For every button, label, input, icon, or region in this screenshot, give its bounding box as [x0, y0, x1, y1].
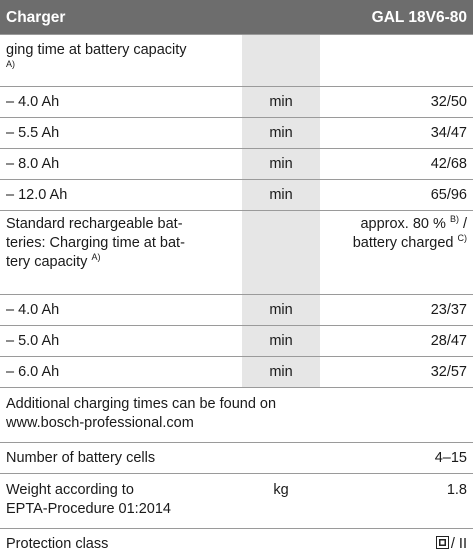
- note: A): [6, 59, 15, 69]
- line: EPTA-Procedure 01:2014: [6, 501, 171, 517]
- unit: [242, 528, 320, 559]
- value: 32/57: [320, 356, 473, 388]
- label: Weight according to EPTA-Procedure 01:201…: [0, 473, 242, 529]
- line: www.bosch-professional.com: [6, 415, 194, 431]
- unit: min: [242, 86, 320, 118]
- unit: min: [242, 294, 320, 326]
- label: – 4.0 Ah: [0, 86, 242, 118]
- unit: [242, 210, 320, 295]
- unit: min: [242, 117, 320, 149]
- row: Protection class / II: [0, 528, 473, 559]
- value: 65/96: [320, 179, 473, 211]
- unit: [242, 442, 320, 474]
- row: – 5.0 Ah min 28/47: [0, 325, 473, 357]
- unit: min: [242, 356, 320, 388]
- note: C): [457, 233, 468, 244]
- value: / II: [320, 528, 473, 559]
- value: 34/47: [320, 117, 473, 149]
- label: – 8.0 Ah: [0, 148, 242, 180]
- row: Number of battery cells 4–15: [0, 442, 473, 474]
- text: /: [462, 216, 467, 232]
- value: [320, 34, 473, 87]
- unit: kg: [242, 473, 320, 529]
- line: Standard rechargeable bat-: [6, 216, 183, 232]
- header-row: Charger GAL 18V6-80: [0, 0, 473, 35]
- label: – 4.0 Ah: [0, 294, 242, 326]
- row: – 6.0 Ah min 32/57: [0, 356, 473, 388]
- label-text: ging time at battery capacity: [6, 42, 187, 58]
- row: – 12.0 Ah min 65/96: [0, 179, 473, 211]
- value: 28/47: [320, 325, 473, 357]
- row: – 8.0 Ah min 42/68: [0, 148, 473, 180]
- unit: [242, 34, 320, 87]
- header-right: GAL 18V6-80: [320, 0, 473, 35]
- label: – 12.0 Ah: [0, 179, 242, 211]
- value: 1.8: [320, 473, 473, 529]
- line: Weight according to: [6, 482, 134, 498]
- line: Additional charging times can be found o…: [6, 396, 277, 412]
- text: battery charged: [352, 235, 454, 251]
- note: B): [449, 214, 459, 225]
- note: A): [91, 252, 101, 263]
- label: ging time at battery capacity A): [0, 34, 242, 87]
- text: approx. 80 %: [360, 216, 446, 232]
- unit: min: [242, 179, 320, 211]
- double-insulation-icon: [435, 535, 449, 549]
- row: Weight according to EPTA-Procedure 01:201…: [0, 473, 473, 529]
- header-left: Charger: [0, 0, 320, 35]
- unit: min: [242, 148, 320, 180]
- line: teries: Charging time at bat-: [6, 235, 185, 251]
- row: Standard rechargeable bat-teries: Chargi…: [0, 210, 473, 295]
- row: – 4.0 Ah min 23/37: [0, 294, 473, 326]
- label: – 6.0 Ah: [0, 356, 242, 388]
- row: – 4.0 Ah min 32/50: [0, 86, 473, 118]
- value: approx. 80 % B) / battery charged C): [320, 210, 473, 295]
- label: Additional charging times can be found o…: [0, 387, 473, 443]
- label: Standard rechargeable bat-teries: Chargi…: [0, 210, 242, 295]
- row: Additional charging times can be found o…: [0, 387, 473, 443]
- line: tery capacity: [6, 254, 88, 270]
- row: ging time at battery capacity A): [0, 34, 473, 87]
- label: – 5.5 Ah: [0, 117, 242, 149]
- value: 23/37: [320, 294, 473, 326]
- text: / II: [450, 535, 467, 552]
- value: 42/68: [320, 148, 473, 180]
- label: Protection class: [0, 528, 242, 559]
- value: 4–15: [320, 442, 473, 474]
- label: Number of battery cells: [0, 442, 242, 474]
- label: – 5.0 Ah: [0, 325, 242, 357]
- unit: min: [242, 325, 320, 357]
- row: – 5.5 Ah min 34/47: [0, 117, 473, 149]
- value: 32/50: [320, 86, 473, 118]
